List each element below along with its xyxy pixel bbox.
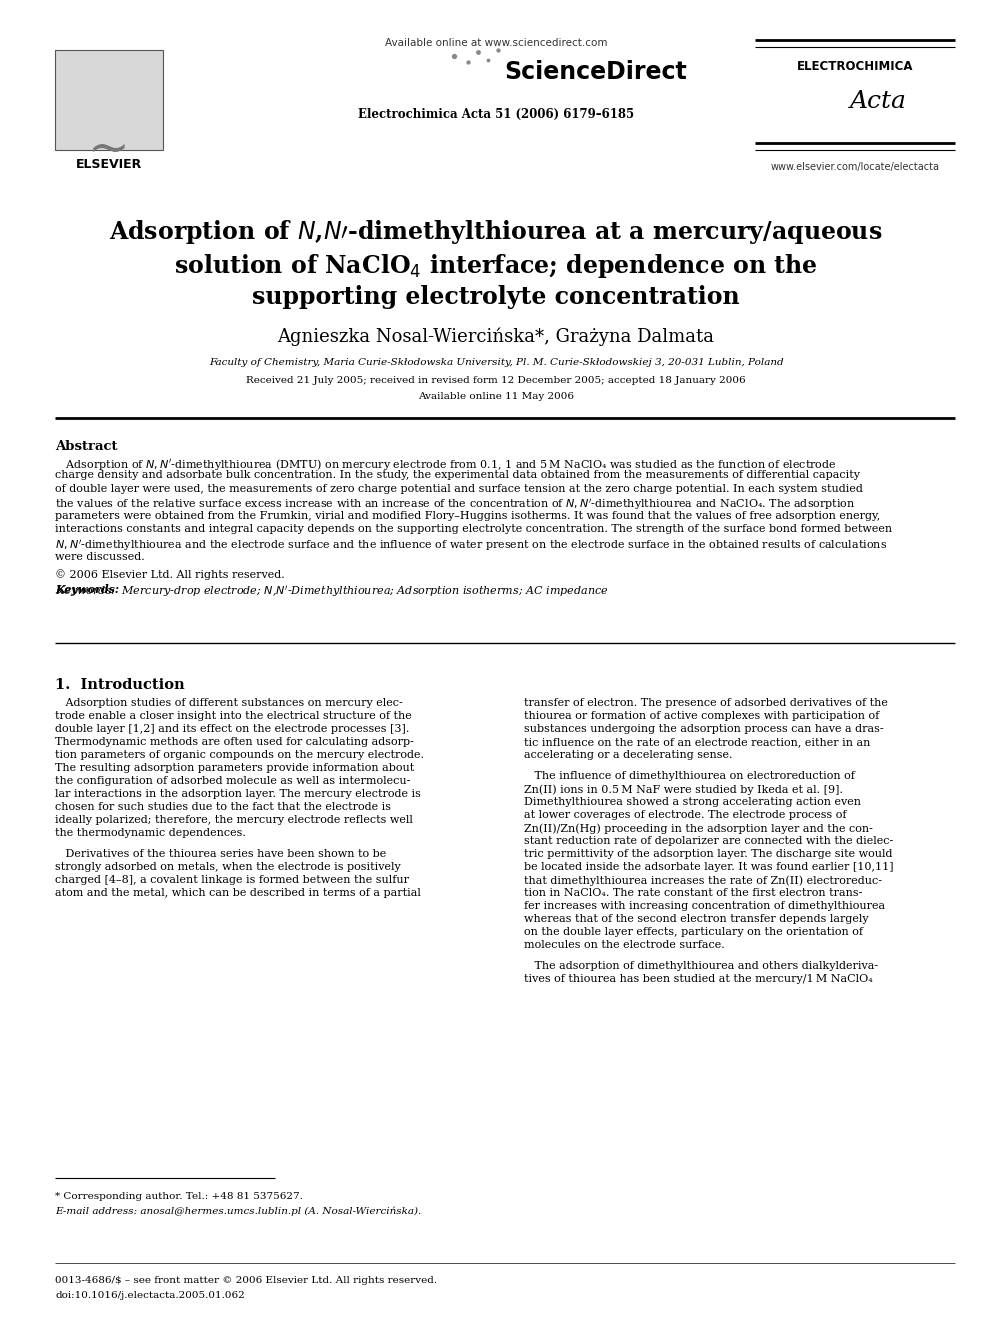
- Text: that dimethylthiourea increases the rate of Zn(II) electroreduc-: that dimethylthiourea increases the rate…: [524, 875, 882, 885]
- Text: www.elsevier.com/locate/electacta: www.elsevier.com/locate/electacta: [771, 161, 939, 172]
- Text: 1.  Introduction: 1. Introduction: [55, 677, 185, 692]
- Text: of double layer were used, the measurements of zero charge potential and surface: of double layer were used, the measureme…: [55, 484, 863, 493]
- Text: tric permittivity of the adsorption layer. The discharge site would: tric permittivity of the adsorption laye…: [524, 849, 893, 859]
- Text: tic influence on the rate of an electrode reaction, either in an: tic influence on the rate of an electrod…: [524, 737, 870, 747]
- Text: Keywords:: Keywords:: [55, 583, 119, 595]
- Text: interactions constants and integral capacity depends on the supporting electroly: interactions constants and integral capa…: [55, 524, 892, 534]
- Text: double layer [1,2] and its effect on the electrode processes [3].: double layer [1,2] and its effect on the…: [55, 724, 410, 734]
- Text: stant reduction rate of depolarizer are connected with the dielec-: stant reduction rate of depolarizer are …: [524, 836, 893, 845]
- Text: the values of the relative surface excess increase with an increase of the conce: the values of the relative surface exces…: [55, 497, 855, 512]
- Text: atom and the metal, which can be described in terms of a partial: atom and the metal, which can be describ…: [55, 888, 421, 898]
- Text: fer increases with increasing concentration of dimethylthiourea: fer increases with increasing concentrat…: [524, 901, 885, 912]
- Text: Available online 11 May 2006: Available online 11 May 2006: [418, 392, 574, 401]
- Text: © 2006 Elsevier Ltd. All rights reserved.: © 2006 Elsevier Ltd. All rights reserved…: [55, 569, 285, 579]
- Text: doi:10.1016/j.electacta.2005.01.062: doi:10.1016/j.electacta.2005.01.062: [55, 1291, 245, 1301]
- Text: Received 21 July 2005; received in revised form 12 December 2005; accepted 18 Ja: Received 21 July 2005; received in revis…: [246, 376, 746, 385]
- Text: Faculty of Chemistry, Maria Curie-Skłodowska University, Pl. M. Curie-Skłodowski: Faculty of Chemistry, Maria Curie-Skłodo…: [208, 359, 784, 366]
- Text: were discussed.: were discussed.: [55, 552, 145, 561]
- Text: tion parameters of organic compounds on the mercury electrode.: tion parameters of organic compounds on …: [55, 750, 424, 759]
- Text: ScienceDirect: ScienceDirect: [504, 60, 686, 83]
- Text: Agnieszka Nosal-Wiercińska*, Grażyna Dalmata: Agnieszka Nosal-Wiercińska*, Grażyna Dal…: [278, 328, 714, 347]
- Text: Zn(II) ions in 0.5 M NaF were studied by Ikeda et al. [9].: Zn(II) ions in 0.5 M NaF were studied by…: [524, 785, 843, 795]
- Text: Electrochimica Acta 51 (2006) 6179–6185: Electrochimica Acta 51 (2006) 6179–6185: [358, 108, 634, 120]
- Text: ideally polarized; therefore, the mercury electrode reflects well: ideally polarized; therefore, the mercur…: [55, 815, 413, 826]
- Text: The adsorption of dimethylthiourea and others dialkylderiva-: The adsorption of dimethylthiourea and o…: [524, 960, 878, 971]
- Text: ELSEVIER: ELSEVIER: [75, 157, 142, 171]
- Text: Available online at www.sciencedirect.com: Available online at www.sciencedirect.co…: [385, 38, 607, 48]
- Text: tives of thiourea has been studied at the mercury/1 M NaClO₄: tives of thiourea has been studied at th…: [524, 974, 873, 984]
- Text: ~: ~: [88, 126, 130, 175]
- Text: charge density and adsorbate bulk concentration. In the study, the experimental : charge density and adsorbate bulk concen…: [55, 471, 860, 480]
- Text: whereas that of the second electron transfer depends largely: whereas that of the second electron tran…: [524, 914, 869, 923]
- Text: charged [4–8], a covalent linkage is formed between the sulfur: charged [4–8], a covalent linkage is for…: [55, 875, 409, 885]
- Text: molecules on the electrode surface.: molecules on the electrode surface.: [524, 941, 725, 950]
- Text: The resulting adsorption parameters provide information about: The resulting adsorption parameters prov…: [55, 763, 415, 773]
- Text: E-mail address: anosal@hermes.umcs.lublin.pl (A. Nosal-Wiercińska).: E-mail address: anosal@hermes.umcs.lubli…: [55, 1207, 422, 1217]
- Text: at lower coverages of electrode. The electrode process of: at lower coverages of electrode. The ele…: [524, 810, 846, 820]
- Text: transfer of electron. The presence of adsorbed derivatives of the: transfer of electron. The presence of ad…: [524, 699, 888, 708]
- Text: tion in NaClO₄. The rate constant of the first electron trans-: tion in NaClO₄. The rate constant of the…: [524, 888, 862, 898]
- Text: supporting electrolyte concentration: supporting electrolyte concentration: [252, 284, 740, 310]
- Text: on the double layer effects, particulary on the orientation of: on the double layer effects, particulary…: [524, 927, 863, 937]
- Text: Adsorption of $\mathit{N}$,$\mathit{N\prime}$-dimethylthiourea at a mercury/aque: Adsorption of $\mathit{N}$,$\mathit{N\pr…: [109, 218, 883, 246]
- Text: 0013-4686/$ – see front matter © 2006 Elsevier Ltd. All rights reserved.: 0013-4686/$ – see front matter © 2006 El…: [55, 1275, 437, 1285]
- Text: The influence of dimethylthiourea on electroreduction of: The influence of dimethylthiourea on ele…: [524, 771, 855, 781]
- Text: ELECTROCHIMICA: ELECTROCHIMICA: [797, 60, 914, 73]
- Text: thiourea or formation of active complexes with participation of: thiourea or formation of active complexe…: [524, 710, 879, 721]
- Text: solution of NaClO$_4$ interface; dependence on the: solution of NaClO$_4$ interface; depende…: [175, 251, 817, 280]
- Text: * Corresponding author. Tel.: +48 81 5375627.: * Corresponding author. Tel.: +48 81 537…: [55, 1192, 303, 1201]
- Text: Adsorption studies of different substances on mercury elec-: Adsorption studies of different substanc…: [55, 699, 403, 708]
- Text: parameters were obtained from the Frumkin, virial and modified Flory–Huggins iso: parameters were obtained from the Frumki…: [55, 511, 880, 521]
- Bar: [55, 50, 163, 149]
- Text: Thermodynamic methods are often used for calculating adsorp-: Thermodynamic methods are often used for…: [55, 737, 414, 747]
- Text: Acta: Acta: [849, 90, 907, 112]
- Text: accelerating or a decelerating sense.: accelerating or a decelerating sense.: [524, 750, 732, 759]
- Text: Derivatives of the thiourea series have been shown to be: Derivatives of the thiourea series have …: [55, 849, 386, 859]
- Text: Adsorption of $N,N'$-dimethylthiourea (DMTU) on mercury electrode from 0.1, 1 an: Adsorption of $N,N'$-dimethylthiourea (D…: [55, 456, 836, 472]
- Text: $N,N'$-dimethylthiourea and the electrode surface and the influence of water pre: $N,N'$-dimethylthiourea and the electrod…: [55, 538, 887, 553]
- Text: strongly adsorbed on metals, when the electrode is positively: strongly adsorbed on metals, when the el…: [55, 863, 401, 872]
- Text: Zn(II)/Zn(Hg) proceeding in the adsorption layer and the con-: Zn(II)/Zn(Hg) proceeding in the adsorpti…: [524, 823, 873, 833]
- Text: substances undergoing the adsorption process can have a dras-: substances undergoing the adsorption pro…: [524, 724, 884, 734]
- Text: lar interactions in the adsorption layer. The mercury electrode is: lar interactions in the adsorption layer…: [55, 789, 421, 799]
- Text: Keywords:  Mercury-drop electrode; $N$,$N'$-Dimethylthiourea; Adsorption isother: Keywords: Mercury-drop electrode; $N$,$N…: [55, 583, 608, 599]
- Text: the configuration of adsorbed molecule as well as intermolecu-: the configuration of adsorbed molecule a…: [55, 777, 411, 786]
- Text: be located inside the adsorbate layer. It was found earlier [10,11]: be located inside the adsorbate layer. I…: [524, 863, 894, 872]
- Text: chosen for such studies due to the fact that the electrode is: chosen for such studies due to the fact …: [55, 802, 391, 812]
- Text: the thermodynamic dependences.: the thermodynamic dependences.: [55, 828, 246, 837]
- Text: Abstract: Abstract: [55, 441, 117, 452]
- Text: Dimethylthiourea showed a strong accelerating action even: Dimethylthiourea showed a strong acceler…: [524, 796, 861, 807]
- Text: trode enable a closer insight into the electrical structure of the: trode enable a closer insight into the e…: [55, 710, 412, 721]
